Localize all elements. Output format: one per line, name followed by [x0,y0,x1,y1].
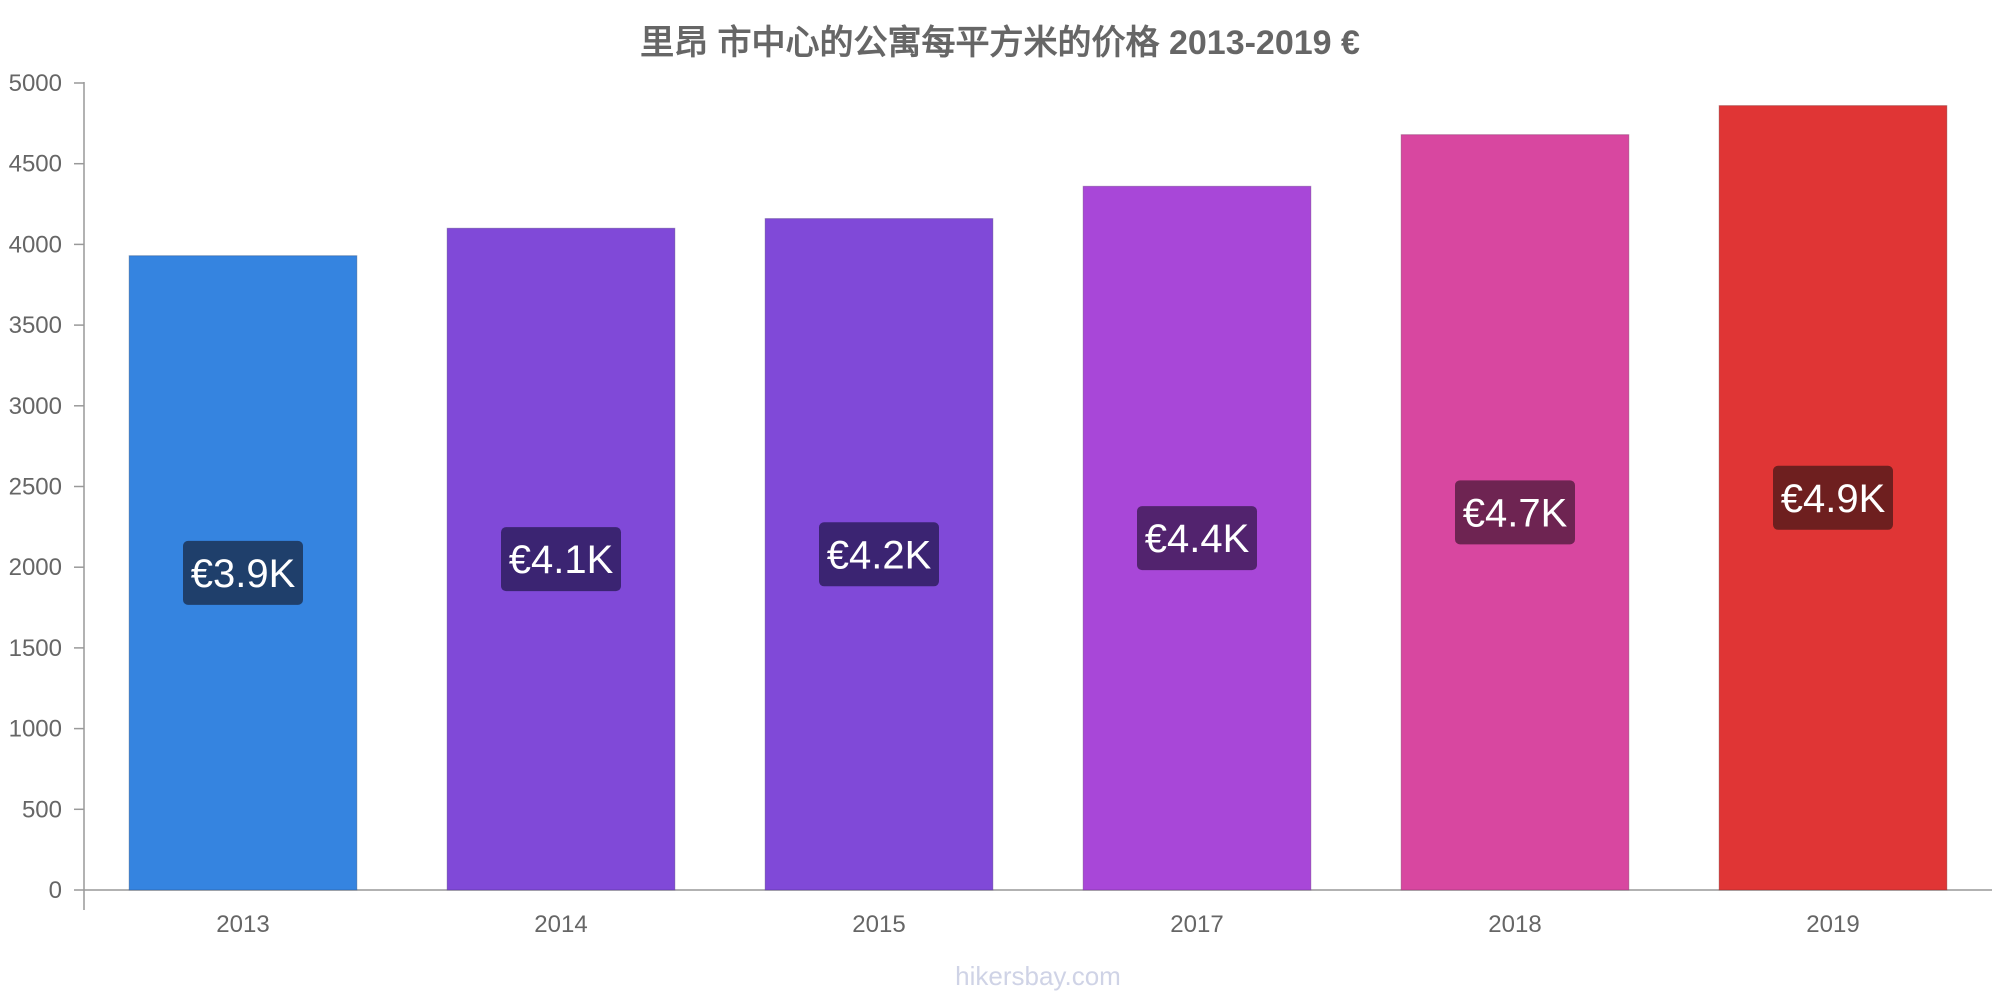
x-tick-label: 2017 [1170,911,1223,938]
value-label: €4.7K [1463,491,1568,535]
y-tick-label: 4500 [9,151,62,178]
x-tick-label: 2018 [1488,911,1541,938]
y-tick-label: 1500 [9,635,62,662]
y-tick-label: 2000 [9,554,62,581]
x-tick-label: 2014 [534,911,587,938]
value-label: €4.9K [1781,477,1886,521]
y-tick-label: 3500 [9,312,62,339]
y-axis-ticks: 0 500 1000 1500 2000 2500 3000 3500 4000 4500 5000 [9,70,84,904]
value-label-box [1773,465,1893,530]
watermark: hikersbay.com [955,961,1121,991]
value-label-box [183,540,303,605]
x-tick-label: 2013 [216,911,269,938]
y-tick-label: 0 [49,877,62,904]
y-tick-label: 4000 [9,231,62,258]
value-label-box [1455,480,1575,545]
value-label-box [819,522,939,587]
value-label-box [501,527,621,592]
value-label: €4.1K [509,538,614,582]
x-tick-label: 2019 [1806,911,1859,938]
y-tick-label: 500 [22,796,62,823]
y-tick-label: 5000 [9,70,62,97]
value-label: €4.2K [827,533,932,577]
value-labels: €3.9K €4.1K €4.2K €4.4K €4.7K €4.9K [183,465,1893,605]
x-tick-label: 2015 [852,911,905,938]
chart-title: 里昂 市中心的公寓每平方米的价格 2013-2019 € [640,23,1360,62]
y-tick-label: 3000 [9,393,62,420]
y-tick-label: 2500 [9,474,62,501]
x-axis-ticks: 2013 2014 2015 2017 2018 2019 [216,911,1859,938]
value-label: €4.4K [1145,517,1250,561]
value-label: €3.9K [191,552,296,596]
y-tick-label: 1000 [9,716,62,743]
value-label-box [1137,506,1257,571]
bars [128,105,1948,891]
